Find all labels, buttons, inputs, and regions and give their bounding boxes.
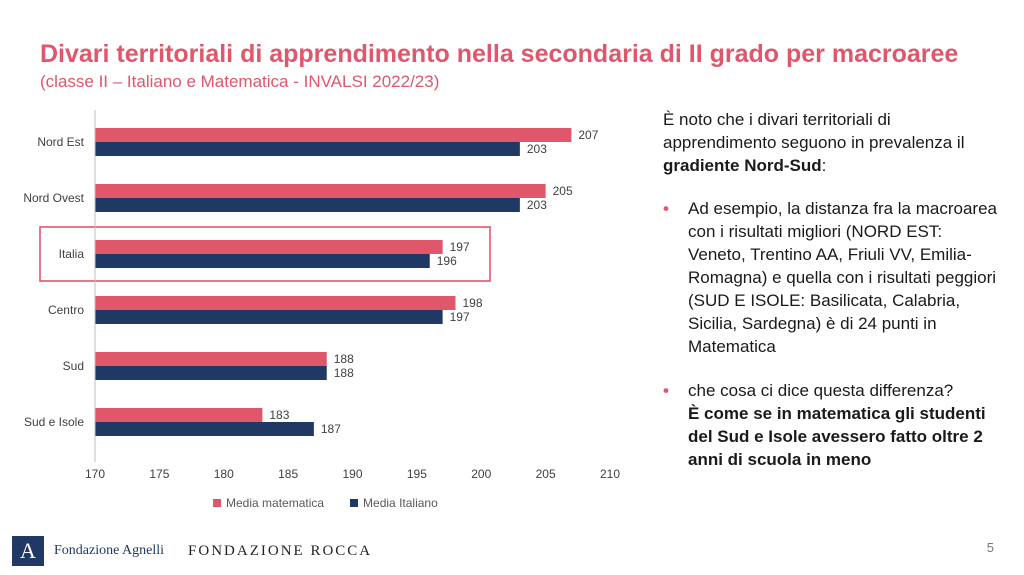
data-label: 207 [578, 128, 598, 142]
x-tick-label: 210 [600, 467, 620, 481]
bullet1-text: Ad esempio, la distanza fra la macroarea… [688, 199, 997, 356]
category-label: Nord Ovest [23, 191, 84, 205]
x-tick-label: 205 [536, 467, 556, 481]
fondazione-agnelli-logo-icon: A [12, 536, 44, 566]
intro-suffix: : [821, 156, 827, 175]
bullet-marker: • [663, 381, 669, 400]
bullet-marker: • [663, 199, 669, 218]
data-label: 196 [437, 254, 457, 268]
category-label: Centro [48, 303, 84, 317]
fondazione-agnelli-logo-text: Fondazione Agnelli [54, 543, 165, 558]
commentary-panel: È noto che i divari territoriali di appr… [663, 108, 1003, 492]
x-tick-label: 180 [214, 467, 234, 481]
data-label: 187 [321, 422, 341, 436]
category-label: Sud e Isole [24, 415, 84, 429]
bar-media-italiano [95, 254, 430, 268]
bar-media-matematica [95, 128, 572, 142]
intro-paragraph: È noto che i divari territoriali di appr… [663, 108, 1003, 177]
bullet2-text: che cosa ci dice questa differenza? [688, 381, 954, 400]
data-label: 198 [463, 296, 483, 310]
bar-media-matematica [95, 408, 263, 422]
intro-bold: gradiente Nord-Sud [663, 156, 822, 175]
legend-item-math: Media matematica [213, 496, 324, 510]
bullet-item-distance: • Ad esempio, la distanza fra la macroar… [663, 197, 1003, 358]
x-tick-label: 195 [407, 467, 427, 481]
data-label: 183 [269, 408, 289, 422]
chart-legend: Media matematica Media Italiano [213, 496, 438, 510]
bar-media-italiano [95, 366, 327, 380]
page-number: 5 [986, 540, 994, 555]
legend-label-math: Media matematica [226, 496, 325, 510]
bullet-item-question: • che cosa ci dice questa differenza? È … [663, 379, 1003, 471]
data-label: 205 [553, 184, 573, 198]
highlight-box [39, 226, 491, 282]
bullet2-bold: È come se in matematica gli studenti del… [688, 404, 986, 469]
data-label: 197 [450, 240, 470, 254]
data-label: 203 [527, 198, 547, 212]
data-label: 197 [450, 310, 470, 324]
bar-media-italiano [95, 142, 520, 156]
bar-media-italiano [95, 310, 443, 324]
bar-media-matematica [95, 240, 443, 254]
category-label: Nord Est [37, 135, 84, 149]
bar-media-matematica [95, 352, 327, 366]
category-label: Sud [63, 359, 84, 373]
footer-logos: A Fondazione Agnelli FONDAZIONE ROCCA [12, 536, 372, 566]
bar-media-matematica [95, 296, 456, 310]
data-label: 203 [527, 142, 547, 156]
x-tick-label: 175 [149, 467, 169, 481]
page-subtitle: (classe II – Italiano e Matematica - INV… [40, 72, 440, 91]
x-tick-label: 200 [471, 467, 491, 481]
legend-swatch-italiano [350, 499, 359, 507]
x-tick-label: 185 [278, 467, 298, 481]
legend-item-italiano: Media Italiano [350, 496, 438, 510]
bar-media-italiano [95, 422, 314, 436]
legend-label-italiano: Media Italiano [363, 496, 438, 510]
legend-swatch-math [213, 499, 221, 507]
data-label: 188 [334, 352, 354, 366]
bar-media-italiano [95, 198, 520, 212]
category-label: Italia [59, 247, 85, 261]
bullet-list: • Ad esempio, la distanza fra la macroar… [663, 197, 1003, 471]
fondazione-rocca-logo-text: FONDAZIONE ROCCA [188, 542, 373, 559]
page-title: Divari territoriali di apprendimento nel… [40, 40, 959, 68]
x-tick-label: 170 [85, 467, 105, 481]
intro-text: È noto che i divari territoriali di appr… [663, 110, 965, 152]
x-tick-label: 190 [342, 467, 362, 481]
bar-media-matematica [95, 184, 546, 198]
data-label: 188 [334, 366, 354, 380]
